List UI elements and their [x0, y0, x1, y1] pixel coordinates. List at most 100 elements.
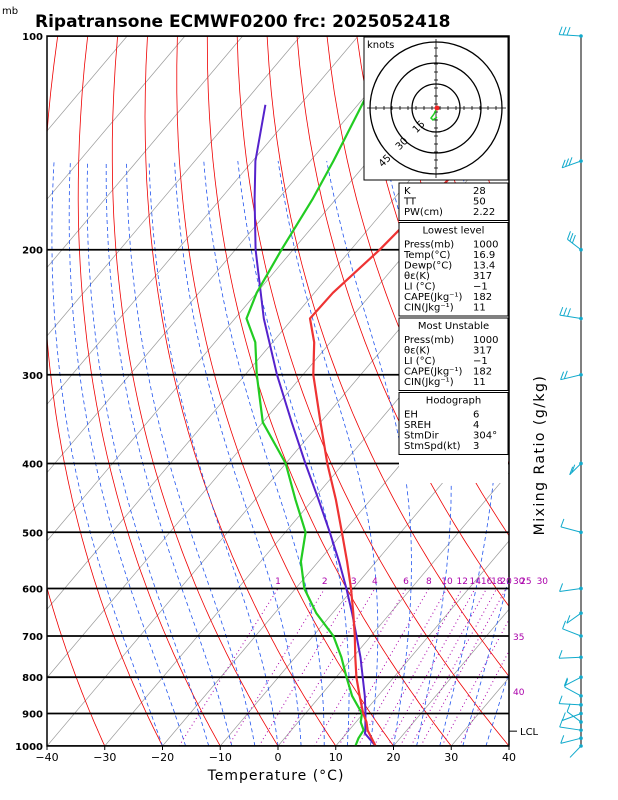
- wind-barb-feather: [560, 735, 565, 744]
- index-label: θε(K): [404, 271, 430, 282]
- section-box: [398, 317, 509, 391]
- index-label: Dewp(°C): [404, 261, 452, 272]
- wind-barb-shaft: [560, 526, 582, 533]
- mixing-ratio-label: 2: [322, 577, 328, 587]
- wind-barb-shaft: [560, 737, 582, 744]
- wind-barb: [560, 518, 583, 535]
- mixing-ratio-label: 18: [491, 577, 503, 587]
- wind-barb-shaft: [569, 745, 582, 758]
- index-label: CAPE(Jkg⁻¹): [404, 367, 462, 378]
- x-tick-label: −10: [209, 751, 232, 764]
- pressure-tick-label: 300: [22, 371, 43, 382]
- index-label: CIN(Jkg⁻¹): [404, 377, 454, 388]
- section-heading: Most Unstable: [418, 321, 489, 332]
- x-tick-label: −40: [35, 751, 58, 764]
- index-value: −1: [473, 356, 488, 367]
- wind-barb: [560, 370, 583, 381]
- wind-barb-feather: [566, 26, 571, 36]
- wind-barb-shaft: [567, 238, 582, 251]
- section-box: [398, 222, 509, 317]
- index-value: 317: [473, 271, 492, 282]
- background-grid: [47, 36, 618, 746]
- isotherm-line: [47, 36, 359, 405]
- wind-barb-feather: [561, 712, 566, 721]
- pressure-tick-label: 200: [22, 246, 43, 257]
- dry-adiabat-line: [111, 36, 279, 746]
- wind-barb-feather: [559, 583, 564, 592]
- wind-barb: [564, 678, 583, 698]
- index-value: 3: [473, 441, 479, 452]
- index-value: 28: [473, 186, 486, 197]
- moist-adiabat-line: [237, 160, 350, 746]
- index-value: 4: [473, 420, 479, 431]
- wind-barb-shaft: [569, 463, 582, 476]
- wind-barb-shaft: [559, 703, 582, 706]
- moist-adiabat-line: [485, 671, 509, 746]
- index-label: Press(mb): [404, 240, 454, 251]
- mixing-ratio-line: [373, 588, 463, 746]
- hodograph-title: knots: [367, 40, 394, 51]
- moist-adiabat-line: [148, 160, 279, 746]
- mixing-ratio-line: [227, 588, 326, 746]
- index-label: PW(cm): [404, 207, 443, 218]
- x-tick-label: −30: [93, 751, 116, 764]
- mixing-ratio-line: [410, 588, 498, 746]
- dry-adiabat-line: [266, 36, 509, 678]
- index-value: 50: [473, 197, 486, 208]
- wind-barb-feather: [562, 620, 567, 630]
- index-value: −1: [473, 282, 488, 293]
- pressure-tick-label: 600: [22, 585, 43, 596]
- wind-barb-shaft: [559, 314, 582, 320]
- isotherm-line: [47, 36, 243, 269]
- isotherm-line: [47, 36, 128, 132]
- mixing-ratio-line: [281, 588, 376, 746]
- dry-adiabat-line: [206, 36, 452, 746]
- mixing-ratio-line: [387, 588, 476, 746]
- temperature-line: [308, 113, 509, 746]
- x-tick-label: −20: [151, 751, 174, 764]
- index-value: 13.4: [473, 261, 495, 272]
- wind-barb-feather: [563, 677, 568, 687]
- section-heading: Lowest level: [423, 226, 485, 237]
- wind-barb: [559, 583, 583, 592]
- dry-adiabat-line: [596, 36, 618, 746]
- theta-label: 35: [513, 633, 524, 643]
- index-label: LI (°C): [404, 282, 436, 293]
- section-box: [398, 182, 509, 221]
- wind-barb: [558, 695, 583, 707]
- wind-barb-feather: [566, 231, 571, 240]
- wind-barb-feather: [563, 370, 568, 379]
- wind-barb: [559, 306, 583, 321]
- lcl-label: LCL: [520, 727, 539, 738]
- pressure-tick-label: 500: [22, 528, 43, 539]
- isotherm-line: [219, 403, 509, 746]
- x-tick-label: 10: [329, 751, 343, 764]
- wind-barb-feather: [565, 158, 570, 167]
- wind-barb-shaft: [560, 374, 582, 381]
- wind-barb-feather: [568, 157, 573, 166]
- wind-barb-shaft: [559, 34, 582, 37]
- index-label: CIN(Jkg⁻¹): [404, 303, 454, 314]
- mixing-ratio-line: [357, 588, 448, 746]
- index-label: K: [404, 186, 411, 197]
- wind-barb-feather: [566, 615, 571, 624]
- parcel-line: [253, 104, 377, 746]
- moist-adiabat-line: [174, 160, 302, 746]
- wind-barb-shaft: [559, 726, 582, 731]
- wind-barb-shaft: [562, 628, 582, 637]
- isotherm-line: [47, 198, 509, 746]
- mixing-ratio-label: 6: [403, 577, 409, 587]
- wind-barb-feather: [569, 233, 574, 242]
- wind-barb-feather: [562, 26, 567, 36]
- wind-barb-shaft: [564, 676, 582, 687]
- wind-barb-feather: [561, 159, 566, 168]
- section-heading: Hodograph: [426, 396, 481, 407]
- indices-table: K 28 TT 50 PW(cm) 2.22 Lowest level Press(mb) 10…: [398, 182, 509, 483]
- pressure-unit-label: mb: [2, 6, 18, 17]
- mixing-ratio-label: 12: [456, 577, 467, 587]
- mixing-ratio-line: [258, 588, 355, 746]
- wind-barb-feather: [566, 703, 571, 712]
- wind-barb-feather: [563, 307, 568, 316]
